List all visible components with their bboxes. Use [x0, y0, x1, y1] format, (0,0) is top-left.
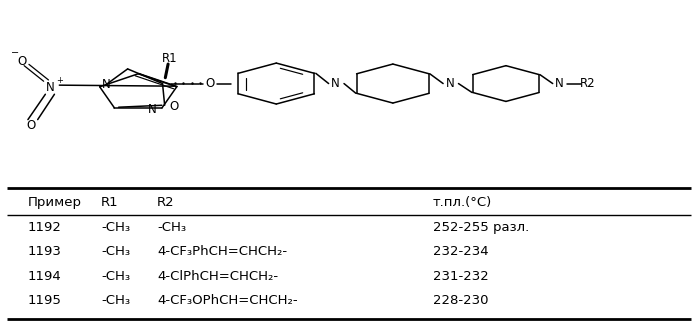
- Text: -CH₃: -CH₃: [157, 221, 186, 234]
- Text: R1: R1: [101, 196, 119, 209]
- Text: 228-230: 228-230: [433, 294, 489, 307]
- Text: R1: R1: [162, 52, 177, 65]
- Text: 1193: 1193: [28, 245, 62, 258]
- Text: 1195: 1195: [28, 294, 62, 307]
- Text: 231-232: 231-232: [433, 269, 489, 282]
- Text: т.пл.(°C): т.пл.(°C): [433, 196, 492, 209]
- Text: N: N: [556, 77, 564, 90]
- Text: 4-ClPhCH=CHCH₂-: 4-ClPhCH=CHCH₂-: [157, 269, 279, 282]
- Text: -CH₃: -CH₃: [101, 221, 131, 234]
- Text: -CH₃: -CH₃: [101, 245, 131, 258]
- Text: N: N: [332, 77, 340, 90]
- Text: O: O: [26, 119, 36, 132]
- Text: O: O: [205, 77, 214, 90]
- Text: R2: R2: [580, 77, 595, 90]
- Text: +: +: [56, 76, 63, 85]
- Text: 252-255 разл.: 252-255 разл.: [433, 221, 529, 234]
- Text: -CH₃: -CH₃: [101, 269, 131, 282]
- Text: N: N: [103, 78, 111, 91]
- Text: Пример: Пример: [28, 196, 82, 209]
- Text: 1192: 1192: [28, 221, 62, 234]
- Text: 232-234: 232-234: [433, 245, 489, 258]
- Text: O: O: [170, 100, 179, 113]
- Text: −: −: [11, 48, 20, 58]
- Text: R2: R2: [157, 196, 174, 209]
- Text: N: N: [46, 81, 54, 94]
- Text: N: N: [446, 77, 454, 90]
- Text: N: N: [148, 103, 156, 116]
- Text: 4-CF₃OPhCH=CHCH₂-: 4-CF₃OPhCH=CHCH₂-: [157, 294, 297, 307]
- Text: O: O: [17, 55, 27, 68]
- Text: -CH₃: -CH₃: [101, 294, 131, 307]
- Text: 4-CF₃PhCH=CHCH₂-: 4-CF₃PhCH=CHCH₂-: [157, 245, 287, 258]
- Text: 1194: 1194: [28, 269, 61, 282]
